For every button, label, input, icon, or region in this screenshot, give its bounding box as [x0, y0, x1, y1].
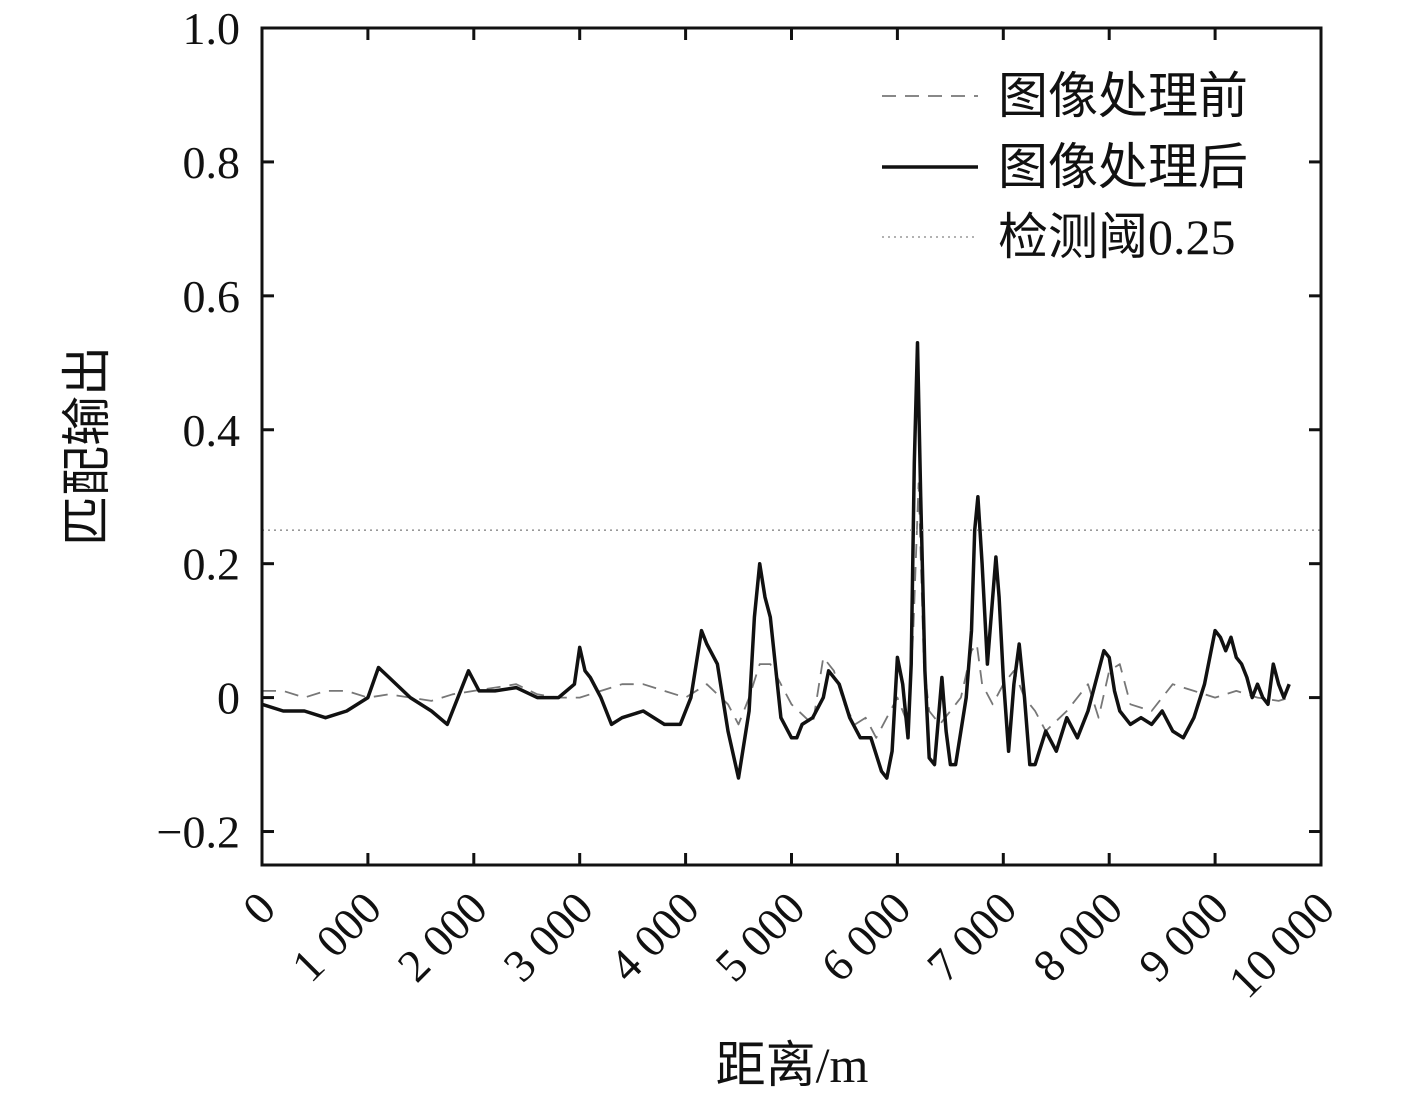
x-tick-label: 0	[233, 882, 285, 934]
x-tick-label: 6 000	[811, 882, 920, 991]
series-layer	[262, 340, 1321, 780]
y-tick-label: 0.8	[183, 137, 241, 188]
x-tick-label: 10 000	[1219, 882, 1345, 1008]
y-tick-label: −0.2	[157, 807, 240, 858]
y-tick-label: 0.4	[183, 405, 241, 456]
series-line-2	[262, 340, 1291, 780]
y-axis-label: 匹配输出	[59, 346, 115, 546]
x-tick-label: 2 000	[388, 882, 497, 991]
legend-label-1: 图像处理前	[998, 68, 1248, 124]
x-tick-label: 4 000	[599, 882, 708, 991]
y-tick-label: 0.6	[183, 271, 241, 322]
x-tick-label: 7 000	[917, 882, 1026, 991]
y-tick-label: 1.0	[183, 3, 241, 54]
x-tick-label: 3 000	[494, 882, 603, 991]
series-line-1	[262, 482, 1290, 739]
legend-label-2: 图像处理后	[998, 139, 1248, 195]
legend-label-3: 检测阈0.25	[998, 209, 1236, 265]
x-tick-label: 5 000	[705, 882, 814, 991]
y-tick-label: 0.2	[183, 539, 241, 590]
x-tick-label: 8 000	[1023, 882, 1132, 991]
y-tick-label: 0	[217, 673, 240, 724]
x-axis-label: 距离/m	[716, 1037, 869, 1093]
x-tick-label: 1 000	[282, 882, 391, 991]
